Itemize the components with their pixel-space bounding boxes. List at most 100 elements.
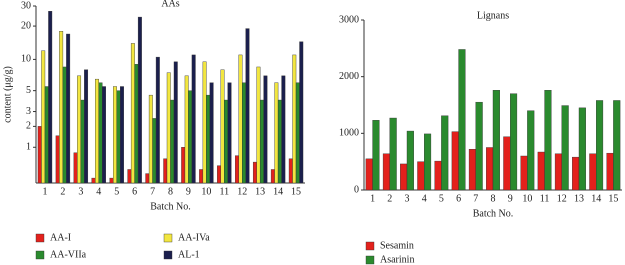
bar (202, 61, 207, 184)
legend-swatch (35, 250, 45, 260)
bar (527, 110, 535, 191)
bar (98, 82, 103, 184)
bar (130, 43, 135, 184)
bar (188, 90, 193, 184)
bar (48, 11, 53, 184)
legend-swatch (163, 233, 173, 243)
legend-label: AL-1 (178, 249, 200, 260)
bar (119, 86, 124, 184)
y-tick-label: 30 (21, 0, 31, 11)
bar (134, 64, 139, 184)
bar (170, 99, 175, 184)
bar (561, 105, 569, 191)
bar (520, 155, 528, 191)
bar (62, 66, 67, 184)
x-tick-label: 11 (540, 193, 550, 204)
bar (145, 173, 150, 184)
bar (116, 90, 121, 184)
x-tick-label: 5 (114, 186, 119, 197)
x-tick-label: 9 (186, 186, 191, 197)
bar (191, 54, 196, 184)
x-tick-label: 7 (150, 186, 155, 197)
bar (441, 115, 449, 191)
x-tick-label: 3 (405, 193, 410, 204)
x-tick-label: 3 (78, 186, 83, 197)
bar (372, 120, 380, 191)
bar (245, 28, 250, 184)
chart-title: Lignans (477, 10, 509, 21)
bar (109, 177, 114, 184)
legend-swatch (35, 233, 45, 243)
bar (209, 82, 214, 184)
x-tick-label: 6 (456, 193, 461, 204)
bar (292, 54, 297, 184)
bar (365, 158, 373, 191)
bar (589, 153, 597, 191)
bar (127, 169, 132, 184)
x-tick-label: 14 (591, 193, 601, 204)
bar (238, 54, 243, 184)
bar (41, 50, 46, 184)
bar (417, 161, 425, 191)
x-tick-label: 8 (491, 193, 496, 204)
bar (544, 90, 552, 191)
bar (181, 147, 186, 184)
bar (148, 94, 153, 184)
legend-label: Sesamin (380, 240, 414, 251)
bar (277, 99, 282, 184)
y-tick-label: 3 (26, 106, 31, 117)
legend-label: AA-VIIa (50, 249, 87, 260)
y-tick-label: 10 (21, 54, 31, 65)
bar (295, 82, 300, 184)
bar (163, 158, 168, 184)
bar (224, 99, 228, 184)
bar (84, 69, 89, 184)
x-tick-label: 13 (574, 193, 584, 204)
x-tick-label: 2 (60, 186, 65, 197)
x-tick-label: 4 (96, 186, 101, 197)
bar (37, 126, 42, 184)
bar (503, 136, 511, 191)
y-tick-label: 3000 (339, 14, 359, 25)
bar (95, 78, 99, 184)
x-tick-label: 5 (439, 193, 444, 204)
x-tick-label: 8 (168, 186, 173, 197)
bar (288, 158, 293, 184)
bar (242, 82, 246, 184)
bar (475, 101, 483, 191)
bar (77, 75, 82, 184)
x-axis-label: Batch No. (473, 208, 514, 219)
y-tick-label: 1 (26, 142, 31, 153)
bar (389, 117, 397, 191)
x-tick-label: 14 (273, 186, 283, 197)
bar (458, 49, 466, 191)
bar (451, 131, 459, 191)
bar (199, 169, 204, 184)
bar (468, 148, 477, 191)
bar (424, 133, 432, 191)
bar (227, 82, 232, 184)
x-tick-label: 11 (219, 186, 229, 197)
bar (44, 86, 49, 184)
chart-title: AAs (161, 0, 179, 9)
x-tick-label: 10 (201, 186, 211, 197)
x-tick-label: 6 (132, 186, 137, 197)
x-tick-label: 15 (608, 193, 618, 204)
legend-label: AA-IVa (178, 232, 210, 243)
x-tick-label: 1 (42, 186, 47, 197)
bar (59, 31, 64, 184)
bar (486, 147, 494, 191)
bar (578, 107, 586, 191)
bar (73, 152, 78, 184)
x-tick-label: 13 (255, 186, 265, 197)
bar (263, 75, 268, 184)
x-tick-label: 4 (422, 193, 427, 204)
bar (235, 155, 239, 184)
bar (400, 163, 408, 191)
bar (166, 72, 171, 184)
bar (554, 153, 562, 191)
x-tick-label: 12 (557, 193, 567, 204)
bar (492, 90, 500, 191)
bar (102, 86, 106, 184)
